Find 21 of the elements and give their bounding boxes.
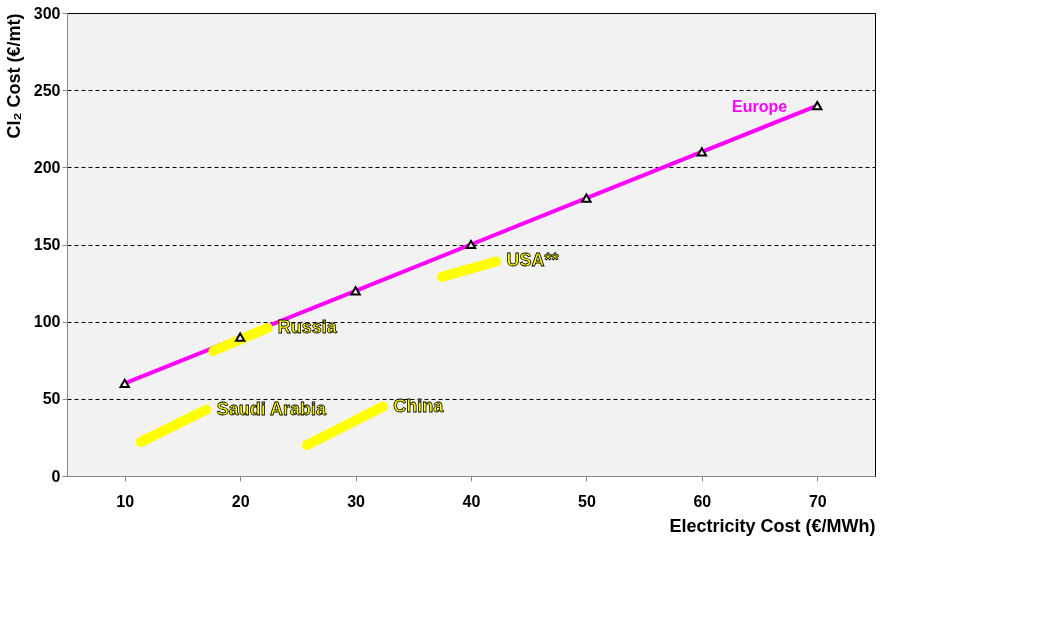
y-tick-label: 300 [33,4,61,22]
series-label: China [393,395,445,416]
series-label: Saudi Arabia [216,398,328,419]
y-tick-label: 150 [33,236,61,253]
x-axis-title: Electricity Cost (€/MWh) [669,515,876,536]
x-tick-label: 40 [462,492,481,510]
x-tick-label: 70 [808,492,827,510]
y-tick-label: 0 [51,467,61,485]
x-tick-label: 10 [116,492,135,510]
series-label: Russia [277,316,338,337]
x-tick-label: 30 [347,492,366,510]
x-tick-label: 50 [578,492,596,510]
y-tick-label: 100 [33,313,61,331]
series-label: USA** [506,250,559,271]
y-tick-label: 50 [42,390,61,408]
x-tick-label: 20 [231,492,250,510]
y-axis-title: Cl₂ Cost (€/mt) [3,13,24,139]
x-tick-label: 60 [693,492,712,510]
y-tick-label: 200 [33,158,61,176]
y-tick-label: 250 [33,81,61,99]
series-label: Europe [732,97,788,115]
